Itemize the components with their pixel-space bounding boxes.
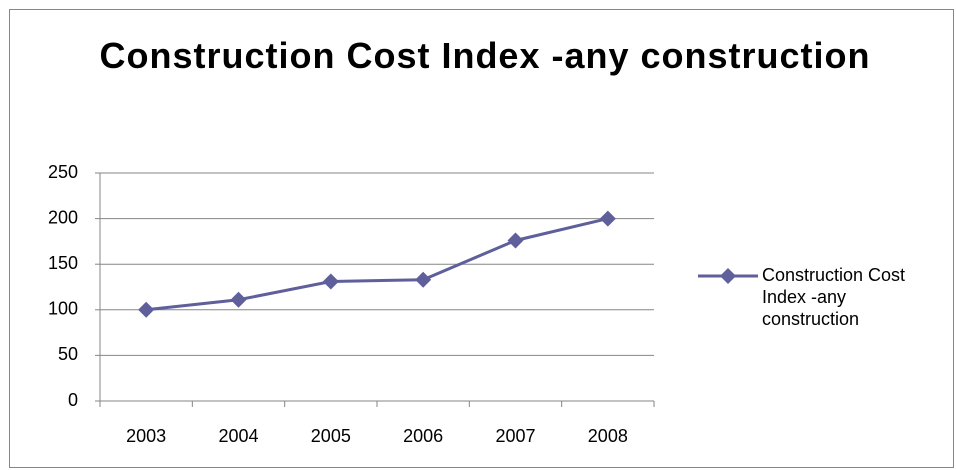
marker xyxy=(230,291,247,308)
series-line xyxy=(146,217,609,312)
x-tick-label: 2004 xyxy=(218,426,258,446)
x-tick-label: 2007 xyxy=(495,426,535,446)
legend-label: Construction Cost Index -any constructio… xyxy=(762,265,906,329)
marker xyxy=(322,273,339,290)
marker xyxy=(415,271,432,288)
y-tick-label: 200 xyxy=(48,207,78,227)
x-tick-label: 2008 xyxy=(588,426,628,446)
y-tick-label: 50 xyxy=(58,344,78,364)
marker xyxy=(599,210,616,227)
chart-title: Construction Cost Index -any constructio… xyxy=(99,35,871,76)
legend-marker xyxy=(720,268,736,284)
marker xyxy=(138,301,155,318)
x-tick-label: 2003 xyxy=(126,426,166,446)
x-tick-label: 2006 xyxy=(403,426,443,446)
x-tick-label: 2005 xyxy=(311,426,351,446)
y-tick-label: 250 xyxy=(48,162,78,182)
y-tick-label: 150 xyxy=(48,253,78,273)
y-tick-label: 0 xyxy=(68,390,78,410)
y-tick-label: 100 xyxy=(48,299,78,319)
chart-frame xyxy=(9,9,954,468)
marker xyxy=(507,232,524,249)
